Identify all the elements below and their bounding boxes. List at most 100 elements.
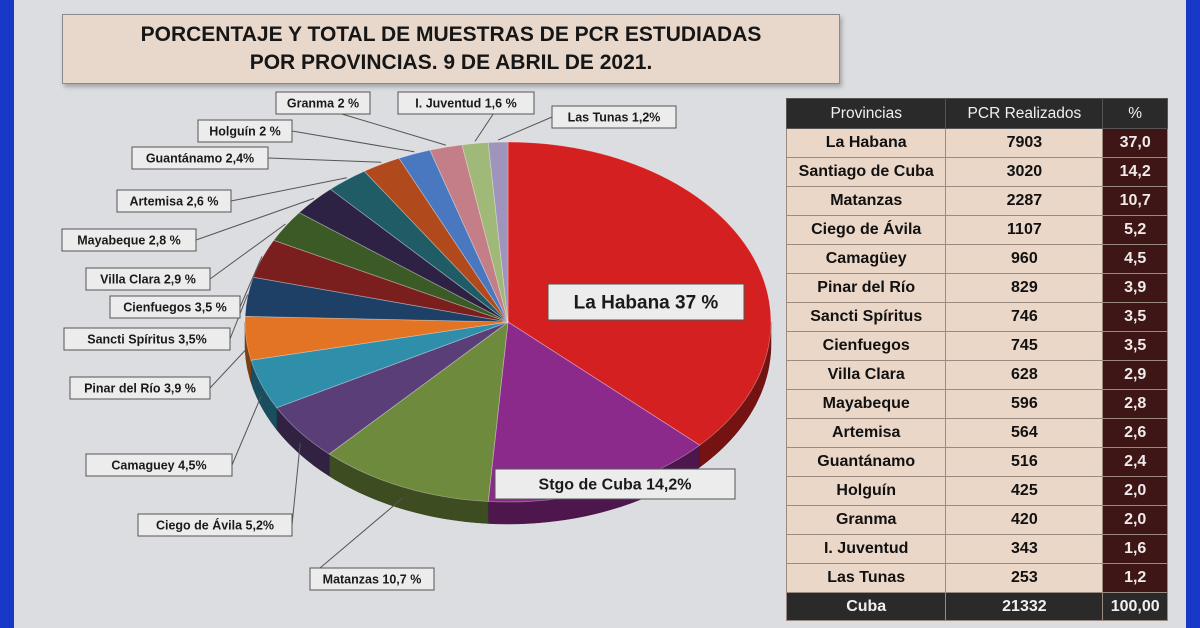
table-row: La Habana 7903 37,0 [785, 128, 1168, 158]
slice-label-text: Stgo de Cuba 14,2% [539, 477, 692, 494]
label-box [61, 228, 197, 252]
cell-pct: 3,5 [1102, 331, 1168, 361]
cell-pcr: 425 [945, 476, 1104, 506]
header-percent: % [1102, 98, 1168, 129]
cell-pcr: 564 [945, 418, 1104, 448]
cell-pcr: 960 [945, 244, 1104, 274]
callout-labels: La Habana 37 % Stgo de Cuba 14,2% Matanzas… [61, 91, 745, 591]
table-row: Pinar del Río 829 3,9 [785, 273, 1168, 303]
leader-line [319, 497, 404, 569]
pie-slice [329, 170, 509, 323]
cell-province: Las Tunas [785, 563, 947, 593]
table-row: Ciego de Ávila 1107 5,2 [785, 215, 1168, 245]
slice-label-text: Pinar del Río 3,9 % [84, 382, 196, 396]
label-box [69, 376, 211, 400]
table-row: Granma 420 2,0 [785, 505, 1168, 535]
pie-slice [461, 142, 509, 323]
cell-pct: 2,8 [1102, 389, 1168, 419]
cell-pct: 2,6 [1102, 418, 1168, 448]
pcr-table: Provincias PCR Realizados % La Habana 790… [785, 98, 1168, 621]
total-pct: 100,00 [1102, 592, 1168, 621]
cell-pcr: 420 [945, 505, 1104, 535]
cell-province: Holguín [785, 476, 947, 506]
slice-label-text: Matanzas 10,7 % [323, 573, 422, 587]
cell-pcr: 628 [945, 360, 1104, 390]
label-box [397, 91, 535, 115]
cell-pcr: 3020 [945, 157, 1104, 187]
cell-province: Pinar del Río [785, 273, 947, 303]
pie-slices [244, 141, 772, 503]
label-box [309, 567, 435, 591]
cell-pcr: 829 [945, 273, 1104, 303]
table-row: Cienfuegos 745 3,5 [785, 331, 1168, 361]
cell-pcr: 516 [945, 447, 1104, 477]
cell-province: Santiago de Cuba [785, 157, 947, 187]
pie-slice [250, 321, 509, 409]
table-header-row: Provincias PCR Realizados % [785, 98, 1168, 129]
leader-line [209, 349, 247, 389]
table-total-row: Cuba 21332 100,00 [785, 592, 1168, 621]
leader-line [231, 395, 262, 466]
total-pcr: 21332 [945, 592, 1104, 621]
cell-pct: 14,2 [1102, 157, 1168, 187]
cell-pcr: 596 [945, 389, 1104, 419]
slice-label: I. Juventud 1,6 % [397, 91, 535, 115]
cell-province: Guantánamo [785, 447, 947, 477]
cell-pcr: 253 [945, 563, 1104, 593]
slice-label-text: Mayabeque 2,8 % [77, 234, 181, 248]
slice-label-text: Sancti Spíritus 3,5% [87, 333, 206, 347]
label-box [551, 105, 677, 129]
slice-label-text: Las Tunas 1,2% [568, 111, 661, 125]
label-box [131, 146, 269, 170]
leader-line [239, 256, 263, 308]
slice-label: Las Tunas 1,2% [551, 105, 677, 129]
cell-province: Matanzas [785, 186, 947, 216]
label-box [85, 267, 211, 291]
slice-label-text: La Habana 37 % [574, 293, 719, 314]
leader-line [209, 223, 286, 280]
pie-slice [328, 321, 509, 502]
label-box [63, 327, 231, 351]
pie-slice [244, 315, 509, 361]
leader-line [497, 116, 553, 141]
table-row: Artemisa 564 2,6 [785, 418, 1168, 448]
label-box [197, 119, 293, 143]
cell-province: Camagüey [785, 244, 947, 274]
slice-label: La Habana 37 % [547, 283, 745, 321]
slice-label-text: Cienfuegos 3,5 % [123, 301, 227, 315]
slice-label: Pinar del Río 3,9 % [69, 376, 211, 400]
slice-label: Holguín 2 % [197, 119, 293, 143]
cell-pct: 2,0 [1102, 476, 1168, 506]
slice-label-text: Guantánamo 2,4% [146, 152, 254, 166]
leader-line [474, 113, 494, 142]
pie-slice [298, 188, 509, 323]
cell-pct: 10,7 [1102, 186, 1168, 216]
slice-label: Guantánamo 2,4% [131, 146, 269, 170]
leader-line [291, 443, 301, 526]
cell-province: Ciego de Ávila [785, 215, 947, 245]
slice-label: Artemisa 2,6 % [116, 189, 232, 213]
cell-pcr: 1107 [945, 215, 1104, 245]
table-row: I. Juventud 343 1,6 [785, 534, 1168, 564]
slice-label: Stgo de Cuba 14,2% [494, 468, 736, 500]
cell-province: Sancti Spíritus [785, 302, 947, 332]
chart-title-line2: POR PROVINCIAS. 9 DE ABRIL DE 2021. [249, 51, 653, 74]
cell-pct: 1,2 [1102, 563, 1168, 593]
cell-pct: 4,5 [1102, 244, 1168, 274]
table-row: Sancti Spíritus 746 3,5 [785, 302, 1168, 332]
leader-line [230, 177, 347, 202]
label-box [109, 295, 241, 319]
chart-title-line1: PORCENTAJE Y TOTAL DE MUESTRAS DE PCR ES… [140, 23, 762, 46]
cell-pct: 3,9 [1102, 273, 1168, 303]
pie-slice [273, 212, 509, 323]
slice-label: Matanzas 10,7 % [309, 567, 435, 591]
table-row: Camagüey 960 4,5 [785, 244, 1168, 274]
total-province: Cuba [785, 592, 947, 621]
slice-label-text: I. Juventud 1,6 % [415, 97, 516, 111]
cell-province: I. Juventud [785, 534, 947, 564]
cell-pcr: 343 [945, 534, 1104, 564]
pie-slice [429, 144, 509, 323]
cell-province: Granma [785, 505, 947, 535]
table-row: Holguín 425 2,0 [785, 476, 1168, 506]
cell-pct: 2,4 [1102, 447, 1168, 477]
